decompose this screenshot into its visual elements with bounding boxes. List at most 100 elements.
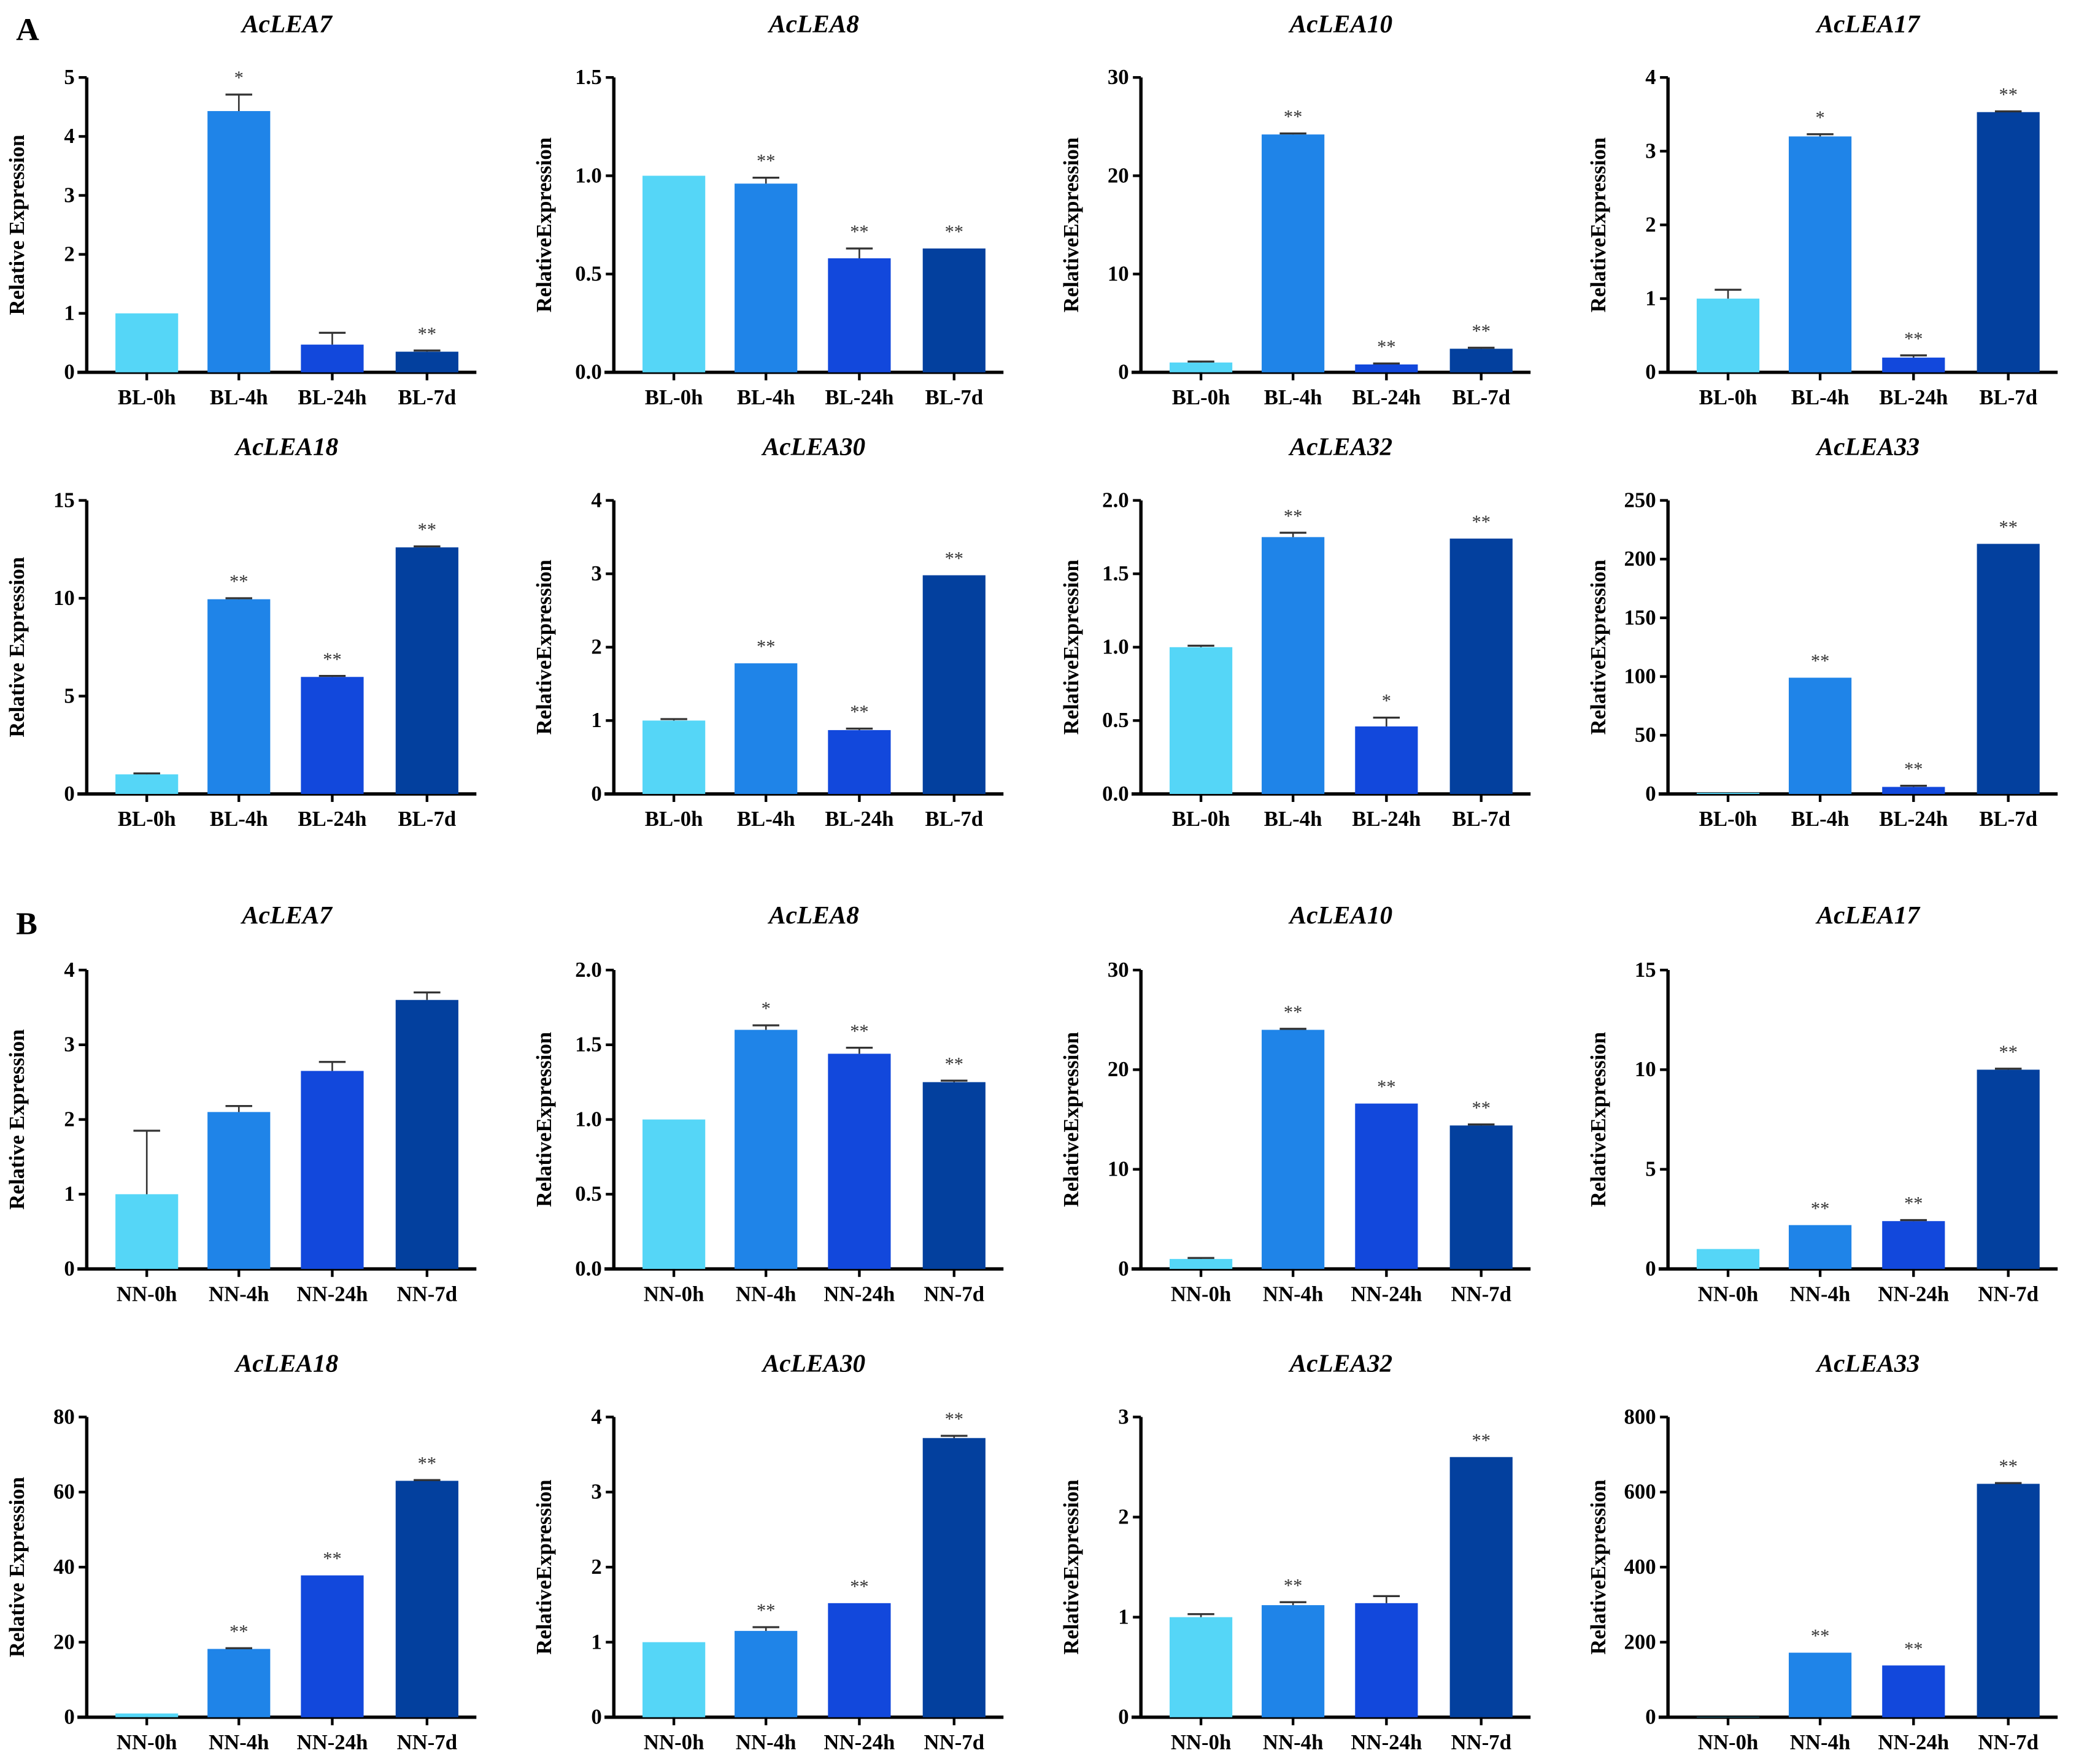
y-tick-label: 1 — [591, 708, 601, 732]
bar-nn-24h — [828, 1053, 891, 1269]
bar-nn-4h — [1788, 1652, 1852, 1717]
y-tick-label: 1 — [591, 1630, 601, 1654]
bar-bl-7d — [395, 547, 458, 794]
y-tick-label: 100 — [1624, 664, 1656, 688]
bar-bl-4h — [735, 663, 798, 794]
bar-bl-4h — [1788, 136, 1852, 372]
y-tick-label: 5 — [64, 65, 74, 89]
chart-b-aclea10: AcLEA10 RelativeExpression 0 10 20 30 NN-0h ** N… — [1059, 901, 1531, 1306]
bar-bl-7d — [1977, 544, 2040, 794]
y-tick-label: 1.5 — [575, 1033, 601, 1057]
x-tick-label: BL-4h — [1791, 385, 1850, 409]
y-tick-label: 30 — [1108, 958, 1129, 982]
significance-mark: ** — [850, 1576, 868, 1596]
bar-nn-7d — [1449, 1125, 1513, 1269]
x-tick-label: BL-7d — [1979, 385, 2037, 409]
chart-title: AcLEA10 — [1288, 901, 1393, 929]
bar-bl-7d — [1449, 349, 1513, 372]
bar-nn-0h — [1169, 1258, 1233, 1269]
y-tick-label: 1.5 — [575, 65, 601, 89]
y-axis-label: RelativeExpression — [1586, 1479, 1610, 1654]
y-tick-label: 0 — [1645, 1705, 1656, 1729]
y-tick-label: 150 — [1624, 606, 1656, 630]
y-tick-label: 4 — [1645, 65, 1656, 89]
y-axis-label: RelativeExpression — [532, 560, 556, 734]
y-tick-label: 50 — [1635, 723, 1656, 747]
significance-mark: ** — [945, 221, 963, 242]
y-tick-label: 10 — [1108, 262, 1129, 286]
x-tick-label: BL-0h — [1699, 807, 1757, 831]
bar-nn-24h — [1355, 1603, 1418, 1717]
bar-nn-0h — [642, 1642, 706, 1717]
x-tick-label: NN-4h — [736, 1282, 797, 1306]
significance-mark: ** — [757, 1600, 775, 1621]
bar-bl-0h — [1696, 298, 1760, 372]
y-tick-label: 80 — [53, 1404, 75, 1428]
x-tick-label: BL-0h — [645, 385, 703, 409]
x-tick-label: NN-24h — [296, 1730, 368, 1754]
x-tick-label: NN-4h — [1790, 1730, 1851, 1754]
chart-title: AcLEA8 — [767, 901, 859, 929]
y-tick-label: 0 — [591, 782, 601, 806]
chart-title: AcLEA17 — [1815, 901, 1921, 929]
bar-bl-0h — [642, 720, 706, 794]
x-tick-label: BL-4h — [1791, 807, 1850, 831]
significance-mark: ** — [850, 221, 868, 242]
y-tick-label: 0.0 — [1102, 782, 1128, 806]
bar-nn-4h — [1262, 1030, 1325, 1269]
y-tick-label: 0.5 — [575, 1182, 601, 1206]
chart-b-aclea18: AcLEA18 Relative Expression 0 20 40 60 80 NN-0h… — [5, 1349, 477, 1754]
bar-bl-24h — [1882, 357, 1945, 372]
y-axis-label: RelativeExpression — [532, 1479, 556, 1654]
bar-nn-4h — [207, 1112, 271, 1269]
bar-nn-7d — [395, 1481, 458, 1717]
y-tick-label: 2 — [1118, 1504, 1128, 1528]
significance-mark: ** — [757, 636, 775, 657]
y-tick-label: 0.5 — [575, 262, 601, 286]
bar-nn-0h — [1696, 1249, 1760, 1269]
y-tick-label: 20 — [1108, 163, 1129, 187]
y-tick-label: 0.0 — [575, 360, 601, 384]
x-tick-label: NN-0h — [1171, 1282, 1232, 1306]
y-tick-label: 3 — [591, 1480, 601, 1504]
y-axis-label: RelativeExpression — [1059, 1032, 1083, 1207]
significance-mark: ** — [230, 1621, 248, 1642]
y-tick-label: 60 — [53, 1480, 75, 1504]
chart-b-aclea17: AcLEA17 RelativeExpression 0 5 10 15 NN-0h ** NN… — [1586, 901, 2058, 1306]
significance-mark: ** — [1904, 328, 1923, 349]
x-tick-label: NN-7d — [1978, 1282, 2039, 1306]
bar-bl-4h — [735, 183, 798, 372]
bar-nn-4h — [1262, 1605, 1325, 1717]
y-tick-label: 600 — [1624, 1480, 1656, 1504]
x-tick-label: BL-7d — [925, 385, 983, 409]
y-tick-label: 15 — [1635, 958, 1656, 982]
x-tick-label: BL-24h — [1879, 385, 1948, 409]
y-axis-label: RelativeExpression — [1586, 137, 1610, 312]
significance-mark: ** — [1811, 650, 1829, 671]
y-tick-label: 1 — [64, 301, 74, 325]
x-tick-label: BL-24h — [825, 807, 893, 831]
x-tick-label: BL-4h — [1264, 385, 1322, 409]
y-tick-label: 400 — [1624, 1555, 1656, 1579]
chart-a-aclea7: AcLEA7 Relative Expression 0 1 2 3 4 5 BL-0h * BL-… — [5, 9, 477, 409]
y-tick-label: 20 — [1108, 1057, 1129, 1081]
x-tick-label: BL-24h — [1879, 807, 1948, 831]
y-tick-label: 0 — [64, 360, 74, 384]
y-tick-label: 2 — [591, 635, 601, 659]
y-tick-label: 40 — [53, 1555, 75, 1579]
y-tick-label: 0 — [1118, 1705, 1128, 1729]
y-axis-label: RelativeExpression — [1586, 1032, 1610, 1207]
chart-title: AcLEA33 — [1815, 433, 1920, 461]
bar-nn-4h — [1788, 1225, 1852, 1269]
bar-nn-24h — [1355, 1103, 1418, 1269]
y-axis-label: Relative Expression — [5, 557, 29, 738]
y-tick-label: 200 — [1624, 547, 1656, 571]
chart-a-aclea17: AcLEA17 RelativeExpression 0 1 2 3 4 BL-0h * BL-4… — [1586, 9, 2058, 409]
bar-nn-0h — [115, 1194, 179, 1269]
y-tick-label: 1 — [1118, 1605, 1128, 1629]
x-tick-label: BL-0h — [1699, 385, 1757, 409]
bar-nn-4h — [735, 1030, 798, 1269]
y-tick-label: 5 — [64, 684, 74, 707]
x-tick-label: BL-0h — [1172, 807, 1230, 831]
bar-bl-24h — [828, 730, 891, 794]
